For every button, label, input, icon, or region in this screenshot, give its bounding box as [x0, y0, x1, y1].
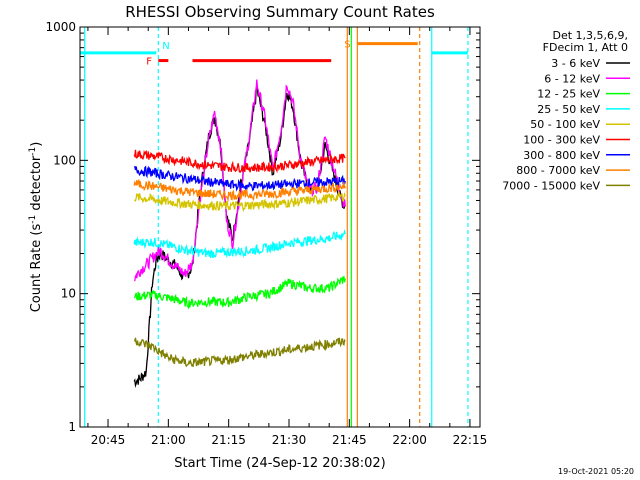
x-axis: 20:45 21:00 21:15 21:30 21:45 22:00 22:15 — [87, 27, 488, 447]
x-tick-label-0: 20:45 — [91, 433, 126, 447]
attenuator-label-2: S — [344, 40, 350, 51]
attenuator-label-1: N — [162, 41, 169, 52]
series-group — [133, 79, 346, 388]
y-tick-label-2: 100 — [53, 153, 76, 167]
series-line-8 — [133, 337, 346, 368]
x-axis-label: Start Time (24-Sep-12 20:38:02) — [174, 456, 385, 471]
x-tick-label-4: 21:45 — [332, 433, 367, 447]
legend-label-8: 7000 - 15000 keV — [502, 179, 600, 192]
footer-date: 19-Oct-2021 05:20 — [558, 467, 634, 476]
series-line-5 — [133, 149, 346, 174]
legend: Det 1,3,5,6,9,FDecim 1, Att 0 3 - 6 keV 6 … — [502, 29, 630, 192]
series-line-3 — [133, 228, 346, 259]
attenuator-bars: FN S — [80, 40, 468, 68]
legend-label-2: 12 - 25 keV — [537, 88, 600, 101]
y-tick-label-1: 10 — [61, 287, 76, 301]
x-tick-label-3: 21:30 — [272, 433, 307, 447]
legend-label-4: 50 - 100 keV — [530, 118, 600, 131]
legend-label-5: 100 - 300 keV — [523, 134, 600, 147]
legend-header-1: FDecim 1, Att 0 — [543, 41, 628, 54]
x-tick-label-6: 22:15 — [453, 433, 488, 447]
series-line-0 — [133, 87, 346, 388]
series-line-2 — [133, 275, 346, 310]
y-tick-label-3: 1000 — [45, 20, 76, 34]
chart-title: RHESSI Observing Summary Count Rates — [125, 3, 435, 21]
legend-label-1: 6 - 12 keV — [544, 72, 600, 85]
vertical-lines — [84, 27, 469, 427]
legend-label-0: 3 - 6 keV — [551, 57, 600, 70]
plot-frame — [79, 26, 481, 428]
series-line-6 — [134, 165, 346, 192]
series-line-4 — [133, 190, 346, 212]
legend-label-3: 25 - 50 keV — [537, 103, 600, 116]
legend-label-7: 800 - 7000 keV — [516, 164, 600, 177]
series-line-7 — [133, 179, 346, 202]
x-tick-label-2: 21:15 — [211, 433, 246, 447]
y-axis-label: Count Rate (s-1 detector-1) — [28, 142, 44, 313]
attenuator-label-0: F — [146, 57, 152, 68]
y-tick-label-0: 1 — [68, 420, 76, 434]
x-tick-label-5: 22:00 — [392, 433, 427, 447]
y-axis: 1 10 100 1000 — [45, 20, 480, 434]
legend-header-0: Det 1,3,5,6,9, — [552, 29, 628, 42]
series-line-1 — [133, 79, 346, 282]
legend-label-6: 300 - 800 keV — [523, 149, 600, 162]
x-tick-label-1: 21:00 — [151, 433, 186, 447]
plot-area: FN S — [80, 27, 469, 427]
